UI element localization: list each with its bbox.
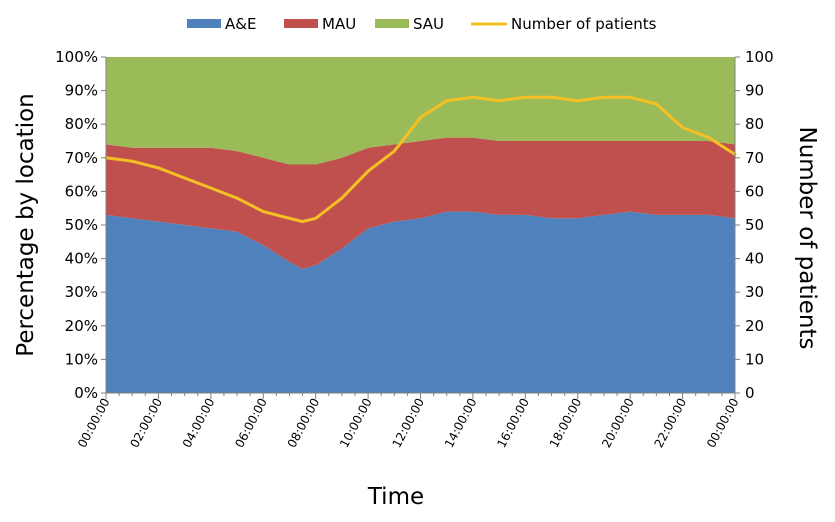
x-tick-label: 18:00:00 — [547, 396, 585, 450]
plot-area — [104, 57, 737, 393]
data-point — [419, 116, 422, 119]
y-tick-label: 30% — [65, 283, 98, 301]
legend-label: SAU — [413, 15, 444, 33]
y2-tick-label: 80 — [745, 115, 764, 133]
y2-tick-label: 30 — [745, 283, 764, 301]
y2-tick-label: 0 — [745, 384, 755, 402]
x-tick-label: 22:00:00 — [652, 396, 690, 450]
data-point — [550, 95, 553, 99]
data-point — [156, 166, 160, 170]
y2-tick-label: 50 — [745, 216, 764, 234]
data-point — [497, 99, 501, 103]
y-tick-label: 10% — [65, 350, 98, 368]
data-point — [366, 169, 370, 173]
y2-tick-label: 40 — [745, 250, 764, 268]
data-point — [288, 216, 291, 220]
x-tick-label: 00:00:00 — [75, 396, 113, 450]
y-tick-label: 60% — [65, 182, 98, 200]
x-tick-label: 08:00:00 — [285, 396, 323, 450]
y-tick-label: 90% — [65, 82, 98, 100]
y2-axis-title: Number of patients — [794, 126, 820, 349]
legend-swatch — [284, 19, 318, 28]
x-tick-label: 10:00:00 — [337, 396, 375, 450]
y-tick-label: 50% — [65, 216, 98, 234]
data-point — [445, 99, 449, 103]
data-point — [340, 196, 344, 200]
legend: A&E MAU SAU Number of patients — [187, 15, 657, 33]
legend-swatch — [375, 19, 409, 28]
legend-label: Number of patients — [511, 15, 657, 33]
y2-tick-label: 20 — [745, 317, 764, 335]
series-line-number-of-patients — [105, 95, 736, 224]
x-tick-label: 04:00:00 — [180, 396, 218, 450]
data-point — [314, 216, 318, 220]
x-tick-label: 14:00:00 — [442, 396, 480, 450]
y2-tick-label: 90 — [745, 82, 764, 100]
x-tick-label: 06:00:00 — [232, 396, 270, 450]
y-tick-label: 40% — [65, 250, 98, 268]
y-tick-label: 20% — [65, 317, 98, 335]
data-point — [183, 176, 187, 180]
data-point — [261, 210, 265, 214]
data-point — [602, 95, 606, 99]
y-tick-label: 0% — [74, 384, 98, 402]
y2-tick-label: 100 — [745, 48, 774, 66]
data-point — [681, 126, 685, 130]
y2-tick-label: 10 — [745, 350, 764, 368]
series-area-mau — [106, 137, 735, 269]
y-tick-label: 80% — [65, 115, 98, 133]
data-point — [235, 196, 239, 200]
data-point — [628, 95, 632, 99]
x-tick-label: 20:00:00 — [599, 396, 637, 450]
data-point — [209, 186, 213, 190]
data-point — [301, 220, 305, 224]
y2-tick-label: 60 — [745, 182, 764, 200]
series-area-a-e — [106, 211, 735, 393]
data-point — [576, 99, 580, 103]
data-point — [130, 159, 134, 163]
data-point — [392, 149, 396, 153]
data-point — [471, 95, 475, 99]
y-axis-title: Percentage by location — [13, 93, 39, 356]
legend-swatch — [187, 19, 221, 28]
x-tick-label: 02:00:00 — [127, 396, 165, 450]
x-tick-label: 16:00:00 — [494, 396, 532, 450]
data-point — [523, 95, 527, 99]
x-tick-label: 00:00:00 — [704, 396, 742, 450]
y2-tick-label: 70 — [745, 149, 764, 167]
data-point — [654, 102, 658, 106]
data-point — [707, 136, 711, 140]
y-tick-label: 100% — [55, 48, 98, 66]
legend-label: MAU — [322, 15, 356, 33]
series-area-sau — [106, 57, 735, 165]
legend-label: A&E — [225, 15, 256, 33]
x-axis-title: Time — [367, 484, 424, 510]
y-tick-label: 70% — [65, 149, 98, 167]
x-tick-label: 12:00:00 — [389, 396, 427, 450]
